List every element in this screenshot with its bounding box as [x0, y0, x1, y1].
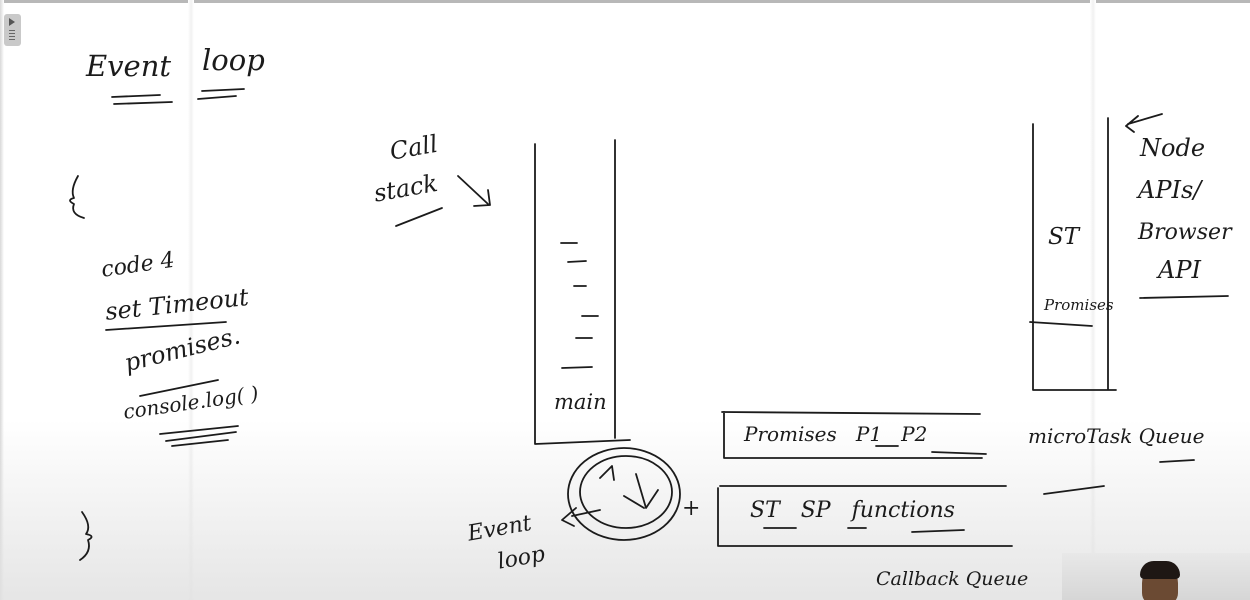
plus-sign: + — [682, 496, 701, 521]
callback-queue-label: Callback Queue — [876, 568, 1029, 590]
api-box-item-st: ST — [1048, 224, 1080, 250]
brace-close-stroke — [79, 511, 93, 561]
api-label-apis: APIs/ — [1138, 176, 1202, 204]
microtask-underlines — [875, 445, 987, 455]
api-box — [1032, 117, 1117, 391]
presenter-webcam — [1062, 553, 1250, 600]
callback-queue-box — [717, 485, 1013, 547]
left-edge-shadow — [0, 0, 4, 600]
stack-frame-lines — [560, 242, 599, 369]
api-label-api: API — [1158, 256, 1201, 284]
window-top-edge — [0, 0, 1250, 3]
callback-underlines — [763, 527, 965, 533]
stack-frame-main: main — [554, 390, 607, 414]
event-loop-pointer — [561, 507, 601, 527]
microtask-queue-box — [721, 411, 983, 459]
api-label-node: Node — [1140, 134, 1206, 162]
api-label-browser: Browser — [1138, 220, 1232, 245]
call-stack-arrow — [457, 175, 491, 207]
bottom-shade — [0, 420, 1250, 600]
call-stack-underline — [395, 207, 443, 227]
presenter-hair — [1140, 561, 1180, 579]
title-underline-event — [111, 94, 173, 105]
title-loop: loop — [202, 43, 265, 77]
code-underline-promises — [139, 379, 219, 397]
title-event: Event — [86, 49, 172, 83]
call-stack-box — [534, 139, 631, 445]
brace-open: { — [62, 176, 86, 214]
microtask-queue-content: Promises P1 P2 — [744, 422, 928, 446]
cycle-arrows-icon-outer — [567, 447, 681, 541]
microtask-pointer — [1043, 485, 1105, 495]
code-underline-console — [159, 425, 239, 447]
panel-toggle-icon[interactable] — [4, 14, 21, 46]
page-margin-right — [1090, 0, 1096, 600]
api-label-underline — [1139, 295, 1229, 299]
cycle-arrows-icon-inner — [579, 455, 673, 529]
api-pointer-arrow — [1125, 113, 1163, 133]
microtask-queue-label: microTask Queue — [1028, 424, 1205, 448]
brace-close: } — [70, 510, 94, 548]
cycle-arrows-icon-arrows — [599, 465, 659, 509]
code-underline-settimeout — [105, 321, 227, 331]
title-underline-loop — [197, 88, 245, 100]
callback-queue-content: ST SP functions — [750, 498, 955, 523]
brace-open-stroke — [69, 175, 85, 219]
api-box-underline — [1029, 321, 1093, 327]
api-box-item-promises: Promises — [1044, 296, 1114, 314]
microtask-label-underline — [1159, 459, 1195, 463]
page-margin-left — [188, 0, 194, 600]
